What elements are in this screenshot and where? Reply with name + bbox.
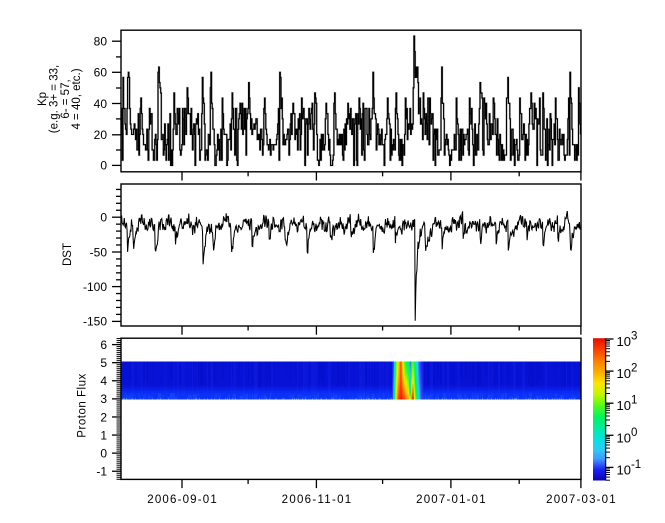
- svg-text:1: 1: [100, 428, 107, 442]
- svg-text:-1: -1: [96, 465, 107, 479]
- svg-text:-150: -150: [83, 315, 107, 329]
- svg-text:2006-09-01: 2006-09-01: [147, 494, 217, 506]
- svg-text:DST: DST: [62, 243, 74, 266]
- svg-text:5: 5: [100, 356, 107, 370]
- svg-text:40: 40: [94, 97, 108, 111]
- svg-text:2007-03-01: 2007-03-01: [546, 494, 616, 506]
- svg-text:-100: -100: [83, 280, 107, 294]
- svg-text:Kp: Kp: [37, 92, 49, 106]
- svg-text:Proton Flux: Proton Flux: [77, 373, 89, 437]
- svg-text:20: 20: [94, 128, 108, 142]
- svg-text:80: 80: [94, 35, 108, 49]
- svg-text:0: 0: [100, 159, 107, 173]
- svg-text:6- = 57,: 6- = 57,: [60, 79, 72, 118]
- svg-text:2007-01-01: 2007-01-01: [416, 494, 486, 506]
- svg-text:-50: -50: [90, 245, 108, 259]
- svg-text:4: 4: [100, 374, 107, 388]
- svg-text:(e.g. 3+ = 33,: (e.g. 3+ = 33,: [49, 65, 61, 133]
- svg-text:60: 60: [94, 66, 108, 80]
- svg-text:0: 0: [100, 446, 107, 460]
- svg-text:2: 2: [100, 410, 107, 424]
- svg-text:0: 0: [100, 211, 107, 225]
- svg-text:4 = 40, etc.): 4 = 40, etc.): [71, 68, 83, 129]
- svg-text:3: 3: [100, 392, 107, 406]
- svg-text:6: 6: [100, 338, 107, 352]
